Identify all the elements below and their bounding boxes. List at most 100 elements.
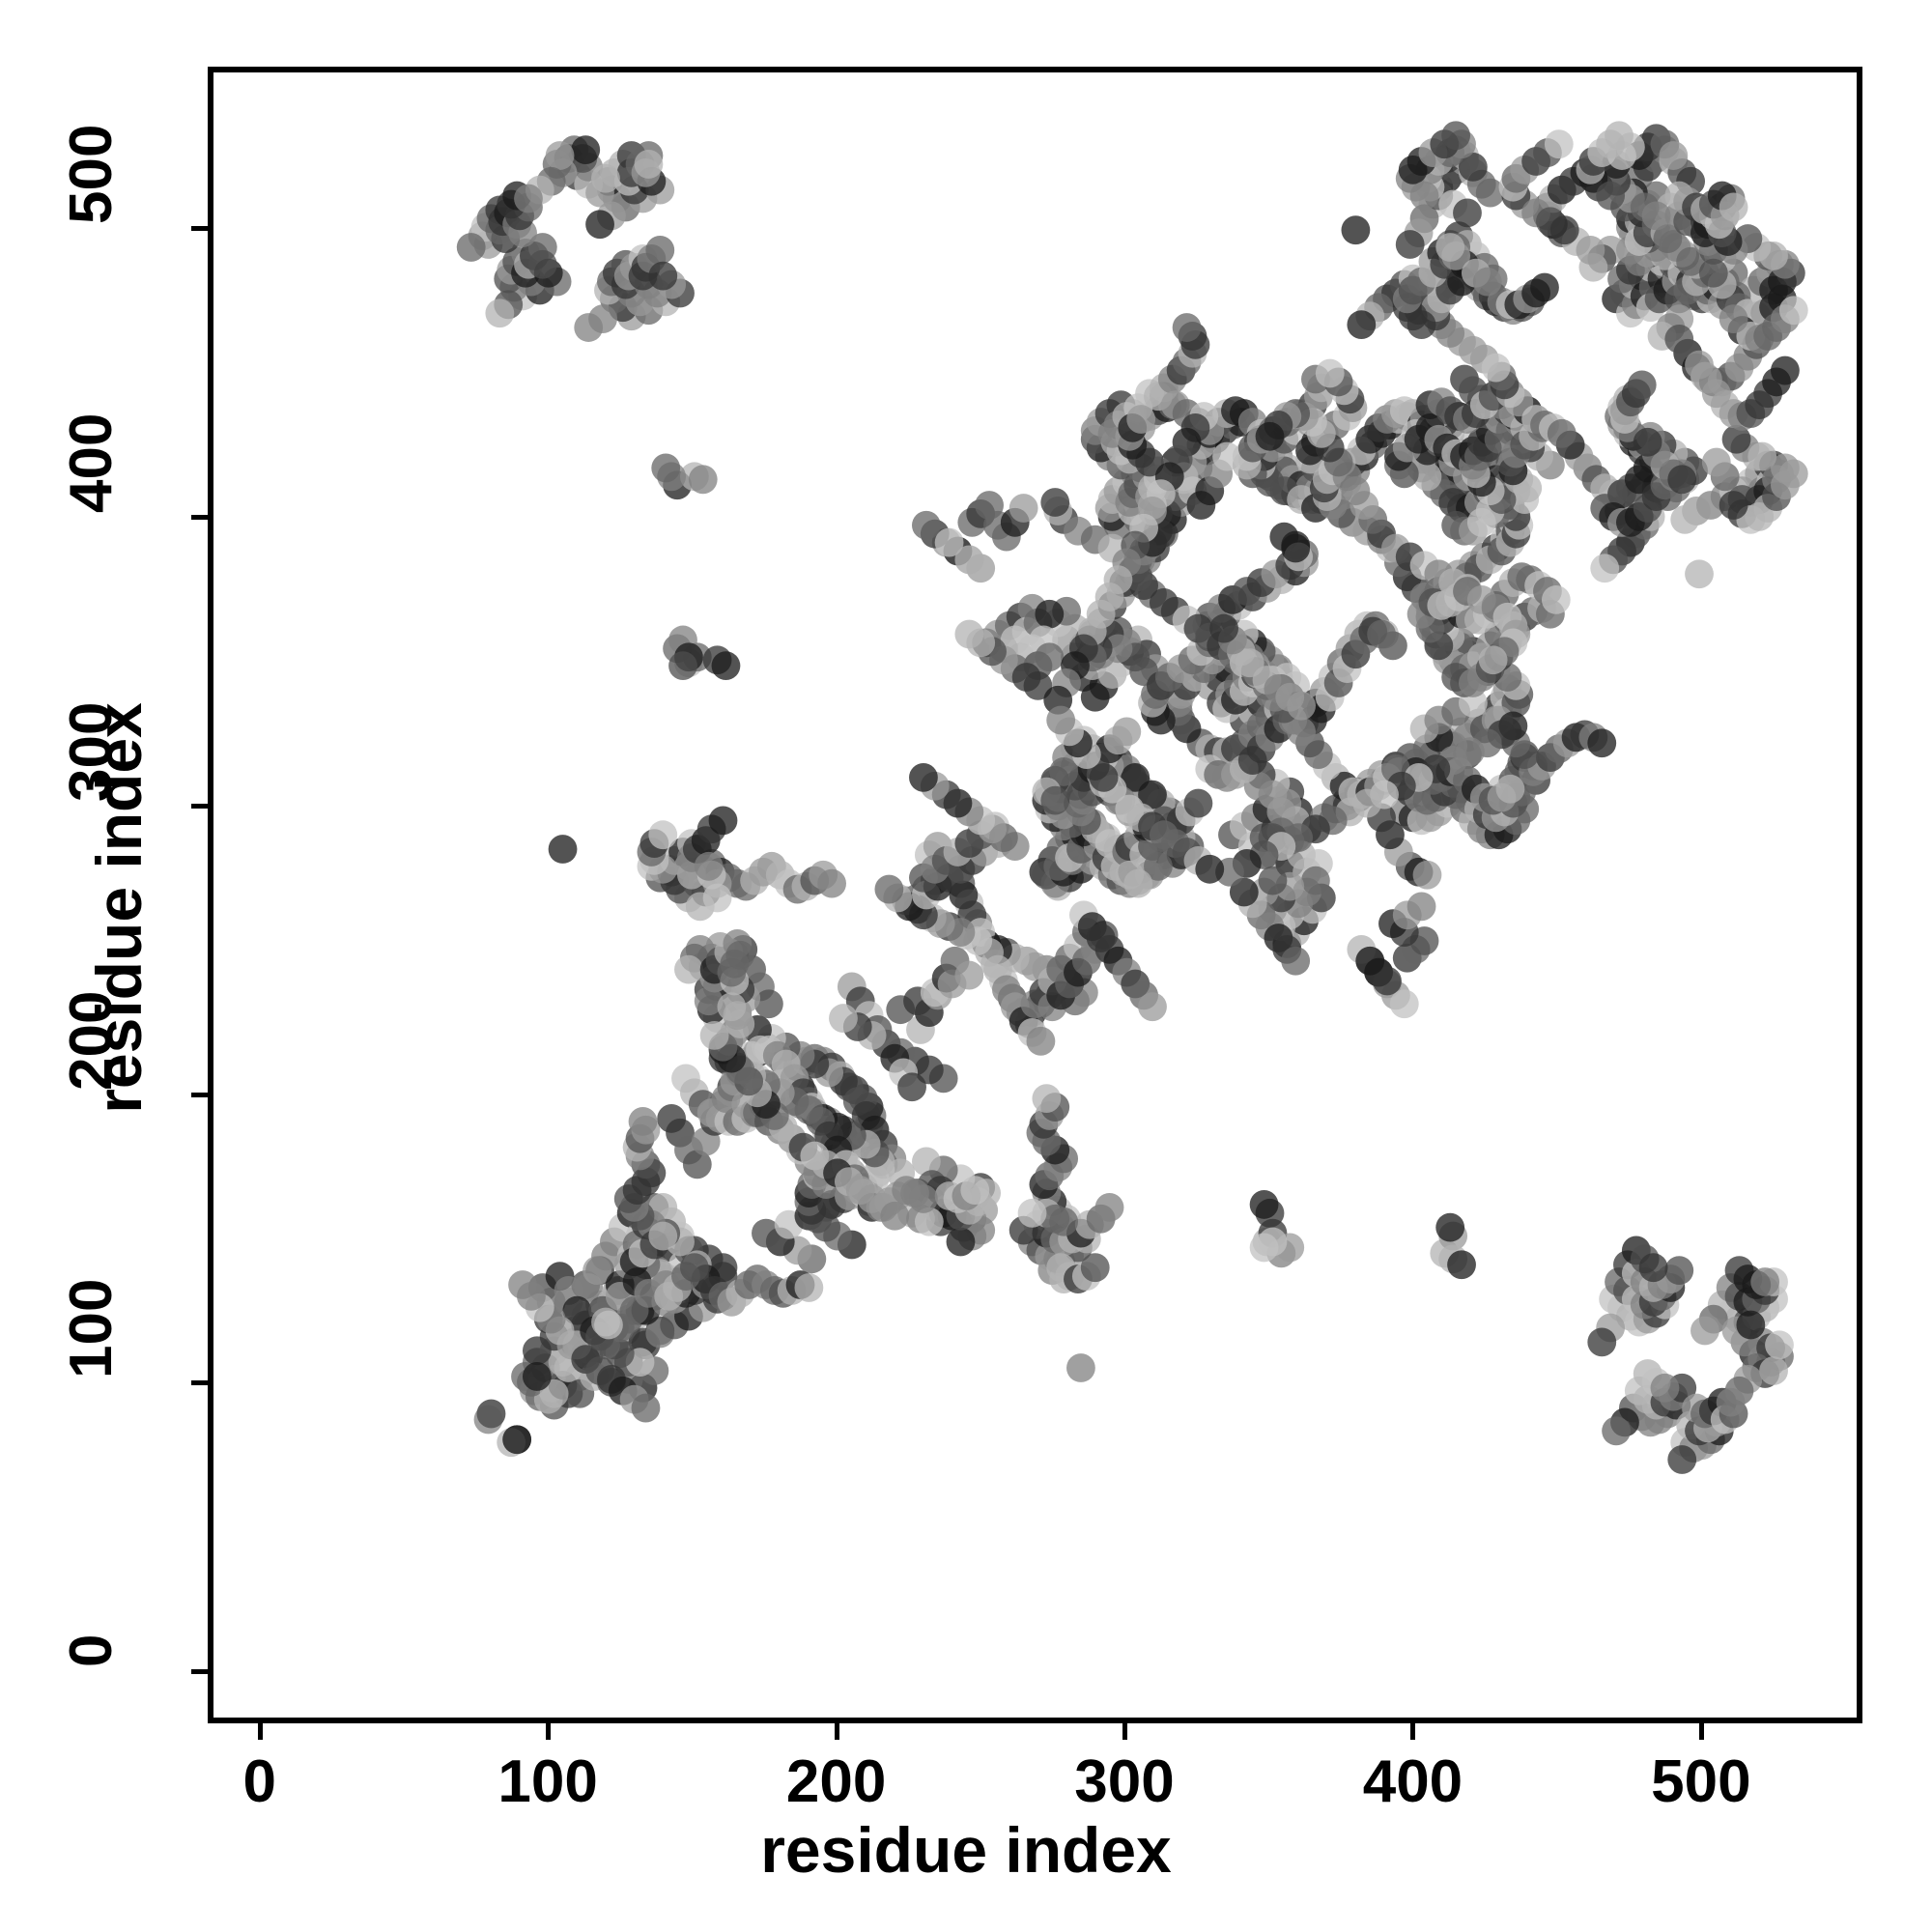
scatter-point (725, 940, 755, 970)
scatter-point (1341, 215, 1371, 245)
x-tick-label: 400 (1362, 1748, 1463, 1815)
scatter-point (1281, 533, 1311, 563)
scatter-point (1719, 491, 1748, 520)
y-tick-mark (191, 226, 208, 232)
scatter-point (1759, 1356, 1788, 1385)
scatter-point (909, 1184, 938, 1213)
scatter-point (1249, 1233, 1279, 1263)
scatter-point (954, 545, 984, 575)
x-tick-mark (1410, 1723, 1416, 1740)
scatter-point (1667, 465, 1697, 495)
scatter-point (1605, 121, 1634, 151)
scatter-point (1049, 757, 1079, 786)
scatter-point (527, 249, 557, 279)
scatter-point (829, 1004, 858, 1033)
x-axis-title: residue index (760, 1814, 1172, 1886)
scatter-point (1602, 1416, 1631, 1446)
scatter-point (651, 453, 681, 483)
scatter-point (909, 762, 938, 792)
scatter-point (1315, 358, 1345, 388)
scatter-point (1478, 645, 1508, 675)
y-tick-mark (191, 1380, 208, 1386)
scatter-point (1080, 1253, 1110, 1283)
scatter-point (1596, 181, 1626, 211)
scatter-point (1747, 441, 1777, 471)
scatter-point (711, 651, 741, 681)
scatter-point (1281, 946, 1311, 976)
scatter-point (699, 1020, 729, 1050)
scatter-point (1716, 1387, 1746, 1417)
scatter-point (1435, 233, 1465, 262)
scatter-point (1347, 310, 1377, 339)
scatter-point (1721, 424, 1751, 454)
scatter-point (694, 986, 724, 1016)
x-tick-mark (257, 1723, 263, 1740)
scatter-point (591, 163, 620, 193)
scatter-point (1172, 313, 1202, 342)
scatter-point (1667, 1445, 1697, 1474)
scatter-point (1406, 892, 1436, 922)
scatter-point (1481, 353, 1511, 383)
x-tick-label: 0 (242, 1748, 276, 1815)
scatter-point (548, 835, 578, 864)
scatter-point (946, 1227, 976, 1257)
scatter-point (1040, 488, 1070, 517)
scatter-point (476, 1399, 506, 1429)
scatter-point (674, 954, 703, 984)
scatter-point (1355, 946, 1385, 976)
scatter-point (702, 883, 732, 913)
scatter-point (1541, 585, 1571, 614)
scatter-point (1441, 121, 1471, 151)
scatter-point (1690, 1316, 1719, 1346)
scatter-point (1183, 788, 1213, 818)
scatter-point (1590, 554, 1620, 583)
scatter-point (1719, 304, 1748, 334)
scatter-point (1287, 691, 1316, 721)
scatter-point (631, 1393, 661, 1423)
scatter-point (1395, 230, 1425, 259)
scatter-point (1701, 447, 1731, 477)
scatter-point (508, 1270, 537, 1299)
scatter-point (522, 1362, 552, 1391)
scatter-point (911, 1147, 941, 1177)
scatter-point (1115, 860, 1145, 890)
scatter-point (1544, 129, 1574, 159)
scatter-point (1447, 1250, 1476, 1280)
scatter-point (574, 313, 604, 342)
scatter-point (897, 1072, 926, 1102)
scatter-point (1587, 728, 1617, 758)
scatter-point (1126, 405, 1156, 434)
scatter-point (1771, 355, 1800, 385)
scatter-point (934, 527, 964, 557)
scatter-point (1049, 1207, 1079, 1236)
scatter-point (1409, 181, 1439, 211)
scatter-point (648, 820, 678, 850)
scatter-point (954, 960, 984, 990)
scatter-point (1017, 1198, 1047, 1228)
scatter-point (817, 868, 846, 898)
scatter-point (1258, 866, 1288, 895)
scatter-point (688, 465, 718, 495)
y-tick-mark (191, 515, 208, 521)
scatter-point (1195, 854, 1225, 884)
scatter-point (1664, 325, 1694, 354)
x-tick-label: 500 (1651, 1748, 1751, 1815)
scatter-point (1435, 1212, 1465, 1242)
scatter-point (1266, 797, 1296, 827)
scatter-point (1778, 296, 1808, 326)
scatter-point (1547, 418, 1577, 448)
scatter-point (1138, 992, 1167, 1022)
scatter-point (1750, 1267, 1780, 1296)
x-tick-label: 100 (497, 1748, 598, 1815)
scatter-point (1301, 866, 1330, 895)
scatter-point (594, 1310, 623, 1340)
scatter-point (1638, 1253, 1668, 1283)
scatter-point (1676, 246, 1706, 276)
scatter-point (585, 210, 614, 240)
x-tick-mark (1122, 1723, 1127, 1740)
scatter-point (1009, 494, 1038, 523)
scatter-point (1650, 1373, 1680, 1403)
scatter-point (682, 1150, 712, 1179)
scatter-point (648, 1221, 678, 1251)
